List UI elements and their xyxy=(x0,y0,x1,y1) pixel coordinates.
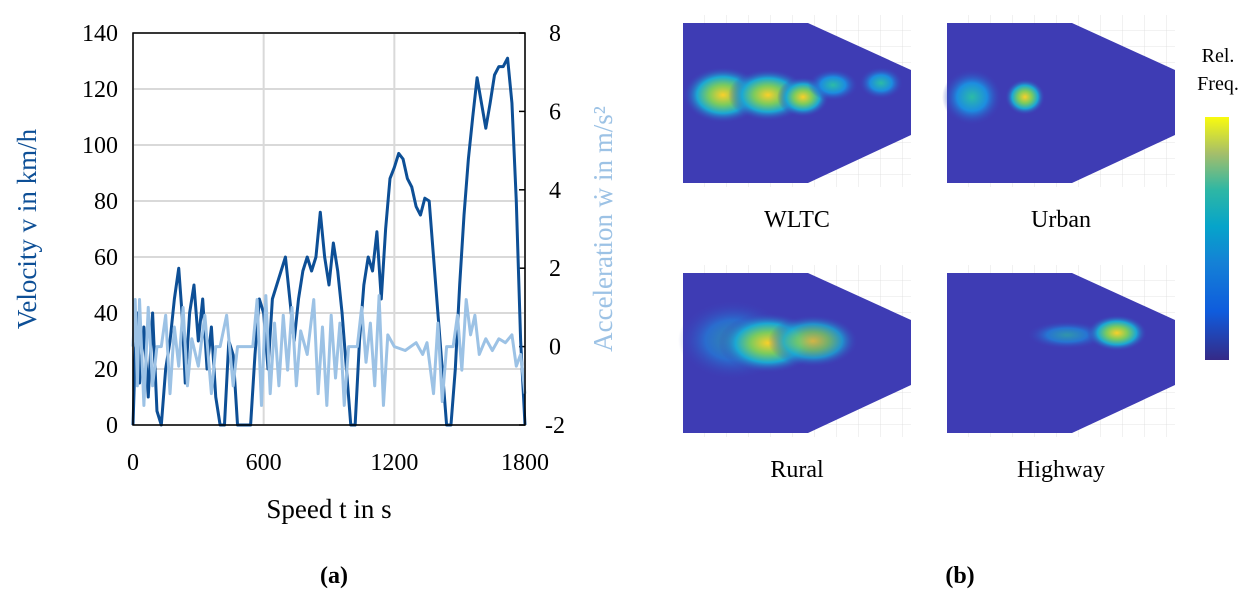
y-axis-label: Velocity v in km/h xyxy=(12,128,42,329)
y-tick-label: 0 xyxy=(106,413,118,439)
hotspot xyxy=(768,315,858,367)
x-tick-label: 1800 xyxy=(501,450,549,476)
y-tick-label: 120 xyxy=(82,77,118,103)
caption: (b) xyxy=(945,563,974,589)
y2-tick-label: 6 xyxy=(549,99,561,125)
panel-title: WLTC xyxy=(764,207,830,233)
hotspot xyxy=(1005,79,1045,115)
x-axis-label: Speed t in s xyxy=(266,494,391,524)
caption: (a) xyxy=(320,563,348,589)
panel-title: Urban xyxy=(1031,207,1091,233)
colorbar-label: Freq. xyxy=(1197,73,1239,95)
y-tick-label: 100 xyxy=(82,133,118,159)
y2-tick-label: 4 xyxy=(549,178,561,204)
y-tick-label: 20 xyxy=(94,357,118,383)
y-tick-label: 60 xyxy=(94,245,118,271)
hotspot xyxy=(808,69,858,101)
hotspot xyxy=(1027,321,1107,349)
heatmaps: WLTC Urban Rural Highway Rel. Freq. (b) xyxy=(678,15,1239,589)
y-tick-label: 40 xyxy=(94,301,118,327)
density-region xyxy=(947,273,1175,433)
x-tick-label: 1200 xyxy=(370,450,418,476)
panel-title: Rural xyxy=(770,457,824,483)
y-tick-label: 80 xyxy=(94,189,118,215)
plot-frame xyxy=(132,32,526,426)
line-chart: 0 600 1200 1800 0 20 40 60 80 100 120 140 -2 0 2 4 6 8 Spe… xyxy=(12,21,618,589)
colorbar-label: Rel. xyxy=(1202,45,1235,67)
y2-tick-label: 0 xyxy=(549,335,561,361)
hotspot xyxy=(942,69,1002,125)
heatmap-panel xyxy=(947,265,1175,437)
y2-axis-label: Acceleration ẇ in m/s² xyxy=(588,106,618,352)
x-tick-label: 600 xyxy=(246,450,282,476)
heatmap-panel xyxy=(942,15,1175,187)
series-line xyxy=(131,56,527,427)
y2-tick-label: -2 xyxy=(545,413,565,439)
hotspot xyxy=(859,67,903,99)
y2-tick-label: 8 xyxy=(549,21,561,47)
hotspot xyxy=(1087,315,1147,351)
series-line xyxy=(131,294,527,407)
heatmap-panel xyxy=(683,15,911,187)
x-tick-label: 0 xyxy=(127,450,139,476)
panel-title: Highway xyxy=(1017,457,1105,483)
density-region xyxy=(947,23,1175,183)
y-tick-label: 140 xyxy=(82,21,118,47)
heatmap-panel xyxy=(678,265,911,437)
colorbar xyxy=(1205,117,1229,360)
y2-tick-label: 2 xyxy=(549,256,561,282)
